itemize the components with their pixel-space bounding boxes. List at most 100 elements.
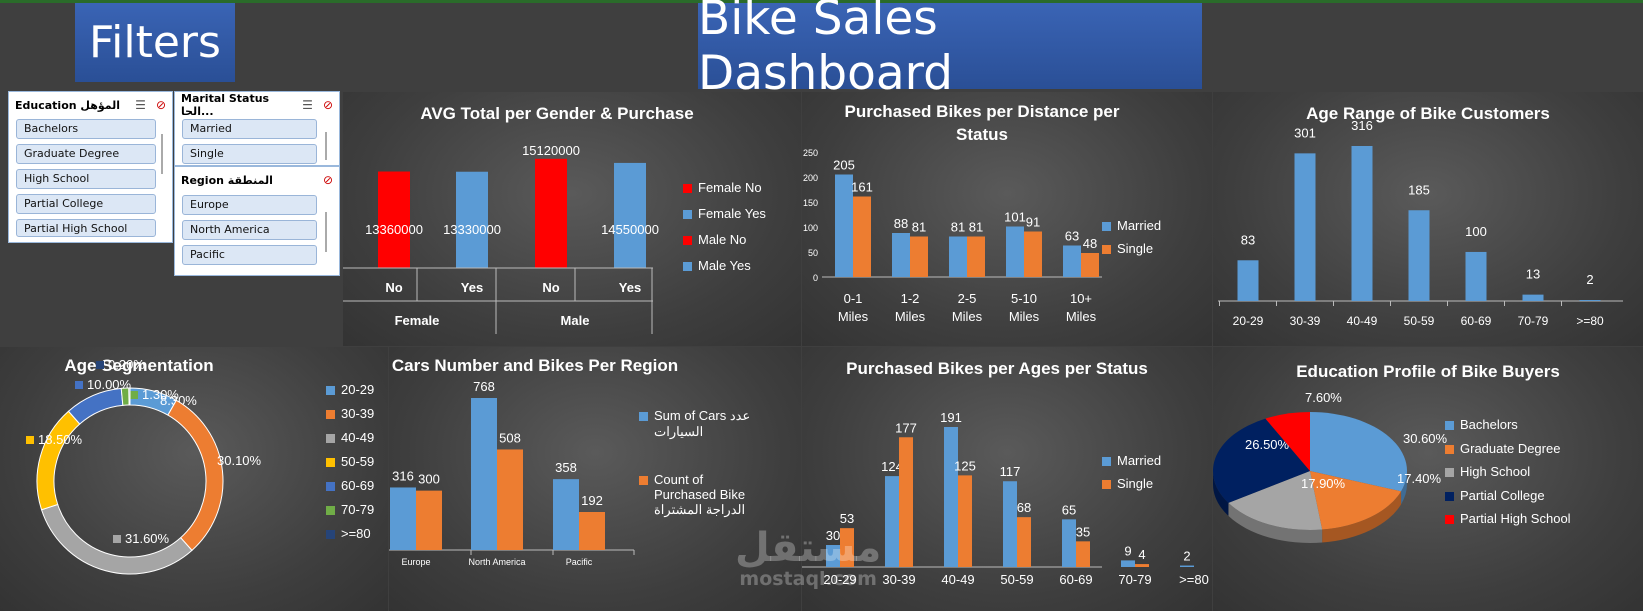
legend-item: Partial College bbox=[1445, 488, 1545, 503]
legend-label: 40-49 bbox=[341, 430, 375, 445]
legend-item: Graduate Degree bbox=[1445, 441, 1560, 456]
legend-label: Partial College bbox=[1460, 487, 1545, 503]
slicer-item[interactable]: Partial High School bbox=[16, 219, 156, 237]
category-label: Miles bbox=[838, 309, 869, 324]
chart-title: Education Profile of Bike Buyers bbox=[1296, 362, 1560, 381]
legend-label: Female No bbox=[698, 180, 762, 195]
slicer-item[interactable]: Europe bbox=[182, 195, 317, 215]
education-slicer[interactable]: Education المؤهل ☰ ⊘ Bachelors Graduate D… bbox=[8, 91, 173, 243]
dashboard-banner: Bike Sales Dashboard bbox=[698, 0, 1202, 101]
data-label: 14550000 bbox=[601, 222, 659, 237]
bar bbox=[471, 398, 497, 550]
legend-label: 20-29 bbox=[341, 382, 375, 397]
multi-select-icon[interactable]: ☰ bbox=[135, 98, 146, 112]
category-label: 1-2 bbox=[901, 291, 920, 306]
slicer-item[interactable]: High School bbox=[16, 169, 156, 189]
legend-item: >=80 bbox=[326, 526, 371, 541]
chart-title: Age Segmentation bbox=[64, 356, 214, 375]
legend-item: Sum of Cars عدد السيارات bbox=[639, 408, 767, 440]
education-chart: Education Profile of Bike Buyers 30.60% 1… bbox=[1213, 347, 1643, 611]
data-label: 48 bbox=[1083, 236, 1097, 251]
label-swatch bbox=[96, 361, 104, 369]
data-label: 17.90% bbox=[1301, 476, 1346, 491]
avg-total-chart: AVG Total per Gender & Purchase 13360000… bbox=[343, 92, 801, 346]
data-label: 30 bbox=[826, 528, 840, 543]
data-label: 768 bbox=[473, 379, 495, 394]
legend-item: Male No bbox=[683, 232, 746, 247]
slicer-scrollbar[interactable] bbox=[325, 132, 327, 160]
bar bbox=[416, 490, 442, 550]
data-label: 13330000 bbox=[443, 222, 501, 237]
bar bbox=[1579, 300, 1601, 301]
data-label: 63 bbox=[1065, 229, 1079, 244]
bar bbox=[390, 487, 416, 550]
legend-item: 50-59 bbox=[326, 454, 374, 469]
slicer-item[interactable]: Graduate Degree bbox=[16, 144, 156, 164]
legend-item: Partial High School bbox=[1445, 511, 1571, 526]
bar bbox=[456, 171, 488, 268]
data-label: 30.60% bbox=[1403, 431, 1448, 446]
bar bbox=[1006, 226, 1024, 277]
bar bbox=[497, 449, 523, 550]
bar bbox=[826, 545, 840, 567]
legend-swatch bbox=[639, 412, 648, 421]
data-label: 301 bbox=[1294, 125, 1316, 140]
legend-swatch bbox=[1445, 515, 1454, 524]
data-label: 13 bbox=[1526, 267, 1540, 282]
slicer-item[interactable]: Single bbox=[182, 144, 317, 164]
legend-label: Partial High School bbox=[1460, 511, 1571, 526]
data-label: 8.30% bbox=[160, 393, 197, 408]
clear-filter-icon[interactable]: ⊘ bbox=[155, 98, 166, 112]
legend-item: Married bbox=[1102, 453, 1161, 468]
category-label: 60-69 bbox=[1461, 314, 1492, 328]
slicer-item[interactable]: Partial College bbox=[16, 194, 156, 214]
age-segmentation-svg: 8.30% 30.10% 31.60% 18.50% 10.00% 1.30% 0.20% bbox=[26, 357, 262, 575]
slicer-item[interactable]: Bachelors bbox=[16, 119, 156, 139]
slicer-scrollbar[interactable] bbox=[325, 212, 327, 252]
legend-swatch bbox=[326, 506, 335, 515]
pie-side bbox=[1228, 502, 1323, 543]
y-tick-label: 250 bbox=[803, 148, 818, 158]
multi-select-icon[interactable]: ☰ bbox=[302, 98, 313, 112]
legend-swatch bbox=[326, 386, 335, 395]
bar bbox=[579, 512, 605, 550]
bar bbox=[1135, 564, 1149, 567]
donut-segment bbox=[167, 399, 224, 552]
data-label: 7.60% bbox=[1305, 390, 1342, 405]
clear-filter-icon[interactable]: ⊘ bbox=[322, 98, 333, 112]
data-label: 26.50% bbox=[1245, 437, 1290, 452]
clear-filter-icon[interactable]: ⊘ bbox=[322, 173, 333, 187]
bar bbox=[1081, 253, 1099, 277]
category-label: 30-39 bbox=[882, 572, 915, 587]
slicer-scrollbar[interactable] bbox=[161, 134, 163, 174]
data-label: 30.10% bbox=[217, 453, 262, 468]
legend-swatch bbox=[326, 482, 335, 491]
slicer-item[interactable]: North America bbox=[182, 220, 317, 240]
education-svg: 30.60% 17.40% 17.90% 26.50% 7.60% bbox=[1213, 390, 1448, 543]
label-swatch bbox=[205, 457, 213, 465]
data-label: 205 bbox=[833, 158, 855, 173]
region-svg: 316 300 Europe 768 508 North America 358 192 Pac… bbox=[389, 379, 635, 567]
category-label: North America bbox=[468, 557, 525, 567]
legend-swatch bbox=[683, 210, 692, 219]
donut-segment bbox=[120, 387, 130, 406]
category-label: Yes bbox=[619, 280, 641, 295]
slicer-item[interactable]: Married bbox=[182, 119, 317, 139]
legend-swatch bbox=[683, 236, 692, 245]
slicer-header: Region المنطقة ⊘ bbox=[181, 171, 333, 189]
data-label: 0.20% bbox=[108, 357, 145, 372]
legend-item: Single bbox=[1102, 241, 1153, 256]
category-label: 70-79 bbox=[1118, 572, 1151, 587]
slicer-item[interactable]: Pacific bbox=[182, 245, 317, 265]
legend-item: 40-49 bbox=[326, 430, 374, 445]
label-swatch bbox=[26, 436, 34, 444]
pie-slice bbox=[1265, 412, 1310, 471]
region-slicer[interactable]: Region المنطقة ⊘ Europe North America Pa… bbox=[174, 166, 340, 276]
marital-slicer[interactable]: Marital Status الحا... ☰ ⊘ Married Single bbox=[174, 91, 340, 166]
ages-status-chart: Purchased Bikes per Ages per Status 30 53… bbox=[802, 347, 1212, 611]
bar bbox=[1121, 560, 1135, 567]
legend-label: Count of Purchased Bike الدراجة المشتراة bbox=[654, 472, 746, 517]
legend-label: >=80 bbox=[341, 526, 371, 541]
data-label: 65 bbox=[1062, 502, 1076, 517]
category-label: 20-29 bbox=[823, 572, 856, 587]
